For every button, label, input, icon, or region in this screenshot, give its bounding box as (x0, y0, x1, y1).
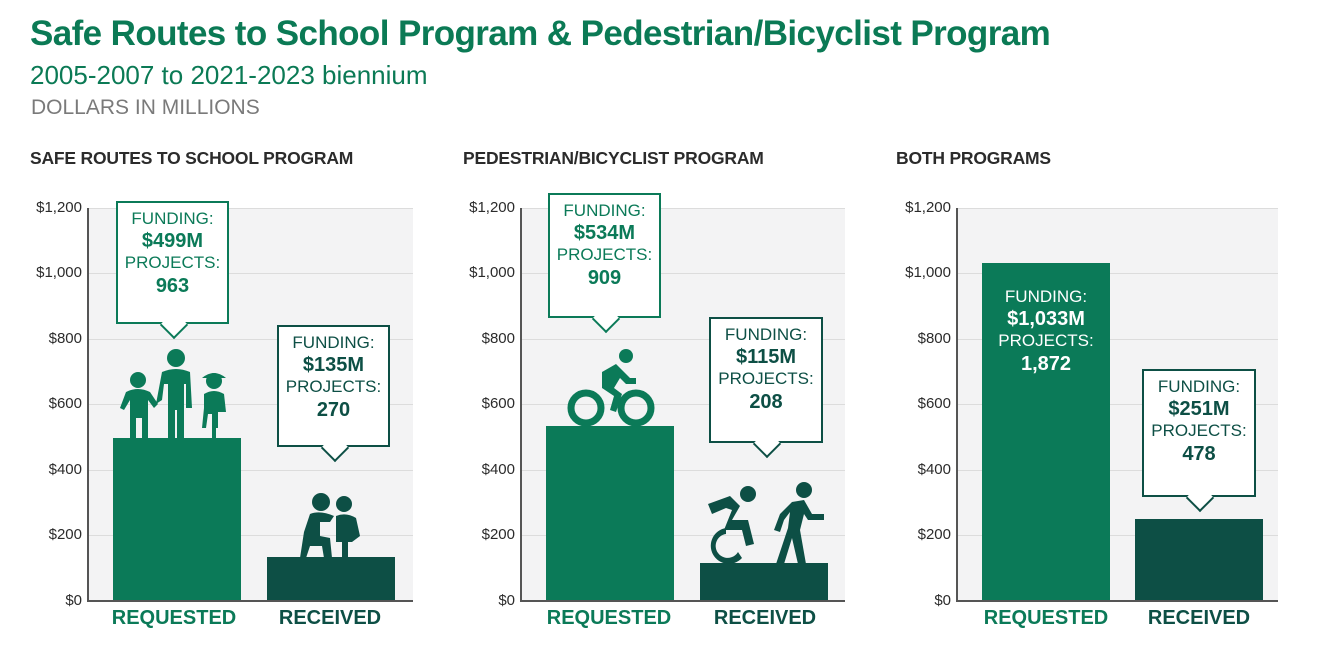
projects-value: 478 (1182, 442, 1216, 465)
y-tick: $0 (65, 592, 82, 609)
y-axis (956, 208, 958, 602)
y-tick: $1,000 (36, 264, 82, 281)
y-tick: $600 (917, 395, 951, 412)
y-tick: $1,200 (36, 199, 82, 216)
projects-value: 1,872 (1020, 352, 1072, 375)
page-subtitle: 2005-2007 to 2021-2023 biennium (30, 60, 428, 90)
y-tick: $200 (481, 526, 515, 543)
projects-value: 270 (316, 398, 351, 421)
y-tick: $600 (48, 395, 82, 412)
callout-received: FUNDING: $115M PROJECTS: 208 (709, 317, 823, 459)
callout-requested: FUNDING: $534M PROJECTS: 909 (548, 193, 661, 334)
callout-received: FUNDING: $135M PROJECTS: 270 (277, 325, 390, 463)
y-tick: $200 (48, 526, 82, 543)
y-tick: $1,200 (469, 199, 515, 216)
x-label-received: RECEIVED (713, 607, 817, 629)
callout-received: FUNDING: $251M PROJECTS: 478 (1142, 369, 1256, 513)
x-axis (87, 600, 413, 602)
units-label: DOLLARS IN MILLIONS (31, 96, 260, 119)
y-tick: $0 (498, 592, 515, 609)
bar-requested (546, 426, 674, 601)
bar-requested (982, 263, 1110, 601)
x-axis (520, 600, 845, 602)
y-tick: $800 (917, 330, 951, 347)
y-tick: $200 (917, 526, 951, 543)
bicyclist-icon (567, 349, 655, 427)
family-walking-icon (120, 349, 226, 438)
y-tick: $1,000 (905, 264, 951, 281)
panel-title: PEDESTRIAN/BICYCLIST PROGRAM (463, 148, 764, 168)
projects-value: 909 (587, 266, 622, 289)
y-tick: $400 (481, 461, 515, 478)
x-label-received: RECEIVED (278, 607, 382, 629)
x-label-requested: REQUESTED (546, 607, 672, 629)
y-tick: $1,200 (905, 199, 951, 216)
funding-value: $1,033M (1007, 308, 1085, 331)
funding-value: $499M (141, 230, 204, 253)
y-tick: $400 (48, 461, 82, 478)
bar-received (700, 563, 828, 601)
y-tick: $400 (917, 461, 951, 478)
adult-child-icon (300, 493, 360, 558)
projects-value: 963 (155, 274, 190, 297)
y-axis (520, 208, 522, 602)
y-tick: $800 (48, 330, 82, 347)
bar-received (1135, 519, 1263, 601)
panel-title: SAFE ROUTES TO SCHOOL PROGRAM (30, 148, 354, 168)
page-title: Safe Routes to School Program & Pedestri… (30, 14, 1051, 53)
x-label-requested: REQUESTED (983, 607, 1109, 629)
x-label-received: RECEIVED (1147, 607, 1251, 629)
y-tick: $600 (481, 395, 515, 412)
callout-requested: FUNDING: $499M PROJECTS: 963 (116, 201, 229, 340)
bar-requested (113, 438, 241, 601)
bar-received (267, 557, 395, 601)
requested-bar-label: FUNDING: $1,033M PROJECTS: 1,872 (982, 287, 1110, 376)
panel-title: BOTH PROGRAMS (896, 148, 1051, 168)
funding-value: $115M (735, 346, 797, 369)
y-tick: $0 (934, 592, 951, 609)
y-tick: $1,000 (469, 264, 515, 281)
projects-value: 208 (749, 390, 783, 413)
funding-value: $534M (573, 222, 636, 245)
y-axis (87, 208, 89, 602)
wheelchair-pedestrian-icon (708, 482, 824, 564)
x-axis (956, 600, 1278, 602)
funding-value: $251M (1168, 398, 1230, 421)
x-label-requested: REQUESTED (111, 607, 237, 629)
y-tick: $800 (481, 330, 515, 347)
funding-value: $135M (302, 354, 365, 377)
